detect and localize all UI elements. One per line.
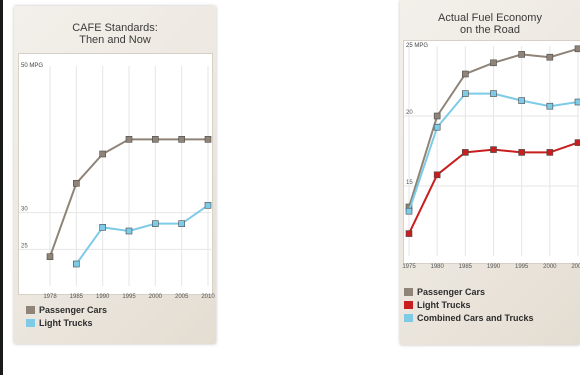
data-point [152, 136, 159, 143]
legend-item-light-trucks: Light Trucks [404, 298, 534, 311]
chart-svg: 1978 1985 1990 1995 2000 2005 2010 30 25 50 MPG [19, 63, 215, 300]
data-point [490, 146, 497, 153]
legend-swatch [404, 300, 413, 309]
data-point [574, 139, 580, 146]
y-tick-label: 25 [21, 243, 28, 249]
data-point [73, 180, 80, 187]
x-tick-label: 1995 [122, 294, 136, 300]
legend-label: Passenger Cars [417, 286, 486, 297]
data-point [73, 260, 80, 268]
legend-swatch [26, 305, 35, 314]
data-point [405, 230, 413, 237]
data-point [518, 149, 525, 156]
data-point [125, 227, 133, 235]
legend-item-passenger-cars: Passenger Cars [404, 285, 534, 298]
data-point [46, 253, 54, 260]
x-tick-label: 2010 [201, 294, 215, 300]
chart-title: Actual Fuel Economy on the Road [438, 12, 542, 36]
x-tick-label: 1990 [487, 264, 501, 270]
y-tick-label: 30 [21, 207, 28, 213]
data-point [125, 136, 133, 143]
legend: Passenger Cars Light Trucks Combined Car… [404, 285, 534, 324]
data-point [433, 123, 441, 131]
legend-label: Combined Cars and Trucks [417, 312, 534, 323]
data-point [99, 224, 106, 231]
x-tick-label: 1980 [430, 264, 444, 270]
data-point [204, 136, 212, 143]
right-edge [580, 0, 582, 375]
data-point [490, 90, 497, 97]
legend-item-combined: Combined Cars and Trucks [404, 311, 534, 324]
legend-item-light-trucks: Light Trucks [26, 316, 107, 329]
data-point [405, 207, 413, 215]
data-point [518, 97, 525, 104]
data-point [518, 51, 525, 58]
data-point [462, 149, 469, 156]
y-axis-label: 25 MPG [406, 43, 428, 49]
data-point [99, 150, 106, 158]
data-point [152, 220, 159, 227]
x-tick-label: 1985 [70, 294, 84, 300]
legend-label: Light Trucks [417, 299, 471, 310]
x-tick-label: 1985 [459, 264, 473, 270]
x-tick-label: 2000 [543, 264, 557, 270]
legend: Passenger Cars Light Trucks [26, 303, 107, 329]
data-point [204, 202, 212, 209]
chart-svg: 1975 1980 1985 1990 1995 2000 2005 20 15 25 MPG [402, 43, 580, 270]
x-tick-label: 2005 [175, 294, 189, 300]
legend-swatch [26, 318, 35, 327]
legend-swatch [404, 287, 413, 296]
data-point [178, 220, 185, 227]
legend-swatch [404, 313, 413, 322]
y-axis-label: 50 MPG [21, 63, 43, 69]
x-tick-label: 1990 [96, 294, 110, 300]
data-point [433, 171, 441, 179]
data-point [546, 149, 554, 156]
data-point [574, 98, 580, 106]
data-point [574, 45, 580, 53]
y-tick-label: 15 [406, 180, 413, 186]
legend-item-passenger-cars: Passenger Cars [26, 303, 107, 316]
data-point [178, 136, 185, 143]
legend-label: Passenger Cars [39, 304, 108, 315]
x-tick-label: 2005 [571, 264, 580, 270]
x-tick-label: 1995 [515, 264, 529, 270]
cafe-standards-chart: CAFE Standards: Then and Now 1978 1985 199… [14, 6, 216, 344]
y-tick-label: 20 [406, 110, 413, 116]
data-point [490, 59, 497, 67]
data-point [546, 53, 554, 61]
legend-label: Light Trucks [39, 317, 93, 328]
data-point [546, 102, 554, 110]
chart-title: CAFE Standards: Then and Now [72, 22, 158, 46]
x-tick-label: 1978 [43, 294, 57, 300]
x-tick-label: 2000 [149, 294, 163, 300]
actual-fuel-economy-chart: Actual Fuel Economy on the Road 1975 1980… [400, 0, 581, 345]
data-point [462, 70, 469, 78]
left-edge-bar [0, 0, 3, 375]
x-tick-label: 1975 [402, 264, 416, 270]
series-line [75, 204, 209, 265]
data-point [462, 90, 469, 97]
data-point [433, 112, 441, 120]
